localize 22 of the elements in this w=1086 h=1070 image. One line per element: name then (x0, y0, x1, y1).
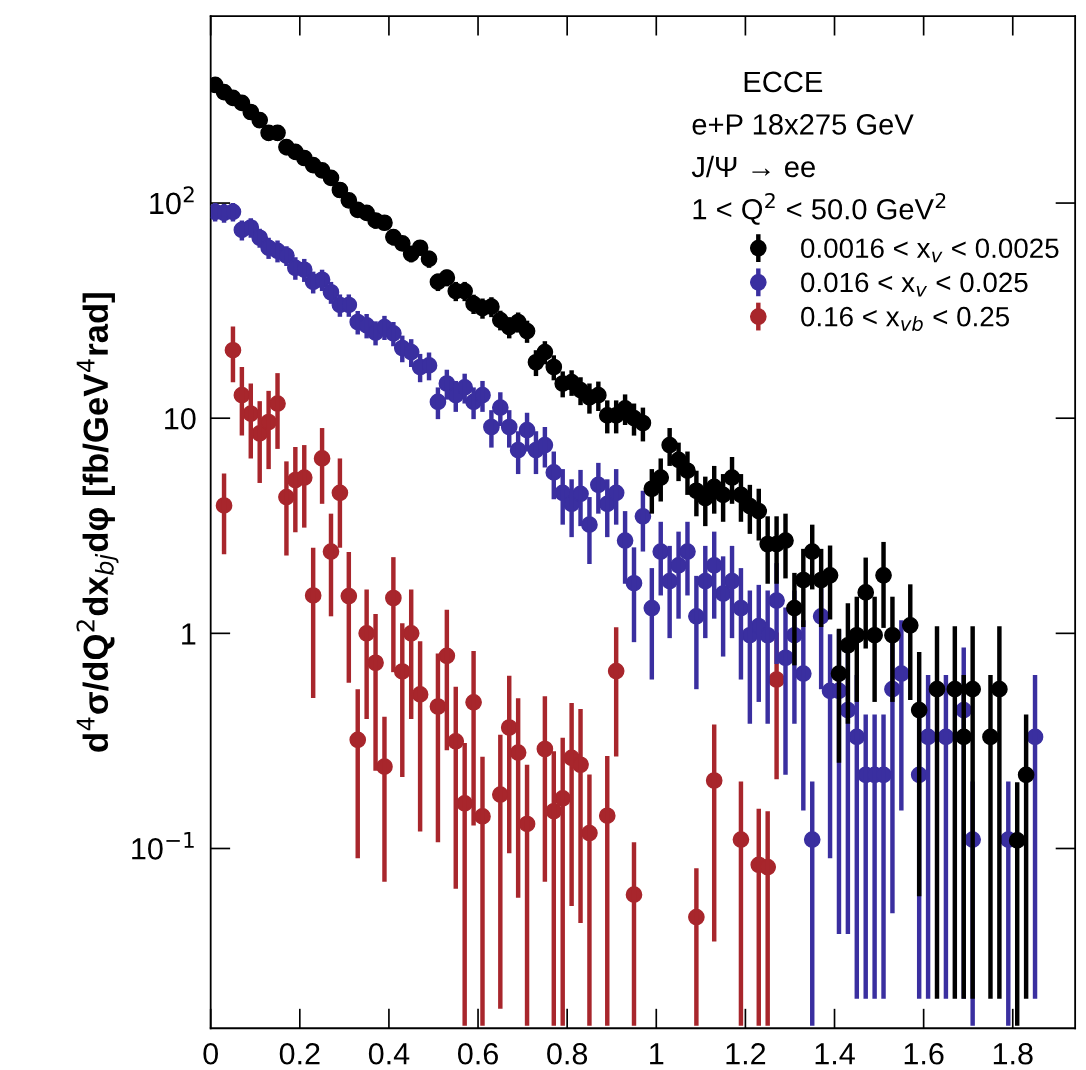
x-tick-label: 1.4 (815, 1043, 855, 1065)
y-tick-label: 10 (165, 407, 196, 430)
annotation: 1 < Q$^{2}$ < 50.0 GeV$^{2}$ (693, 192, 946, 225)
y-tick-label: 10$^{−1}$ (132, 832, 194, 860)
x-tick-label: 1 (650, 1043, 664, 1065)
x-tick-label: 0 (203, 1042, 218, 1065)
text: d$^{4}$σ/dQ$^{2}$dx$_{bj}$dφ [fb/GeV$^{4}$rad] (76, 293, 119, 752)
legend-label: 0.16 < x$_{vb}$ < 0.25 (801, 306, 1010, 332)
legend-label: 0.016 < x$_{v}$ < 0.025 (801, 272, 1028, 297)
x-tick-label: 1.2 (726, 1042, 766, 1065)
x-tick-label: 1.6 (904, 1042, 944, 1065)
y-tick-label: 10$^{2}$ (150, 186, 194, 215)
x-tick-label: 0.6 (458, 1042, 498, 1065)
x-tick-label: 0.2 (279, 1042, 320, 1065)
x-tick-label: 0.4 (368, 1042, 410, 1065)
annotation: J/Ψ → ee (691, 155, 815, 178)
annotation: e+P 18x275 GeV (692, 114, 914, 135)
x-tick-label: 0.8 (547, 1042, 588, 1065)
legend-label: 0.0016 < x$_{v}$ < 0.0025 (801, 238, 1059, 263)
y-tick-label: 1 (182, 623, 196, 645)
annotation: ECCE (744, 71, 823, 93)
x-tick-label: 1.8 (993, 1042, 1033, 1065)
